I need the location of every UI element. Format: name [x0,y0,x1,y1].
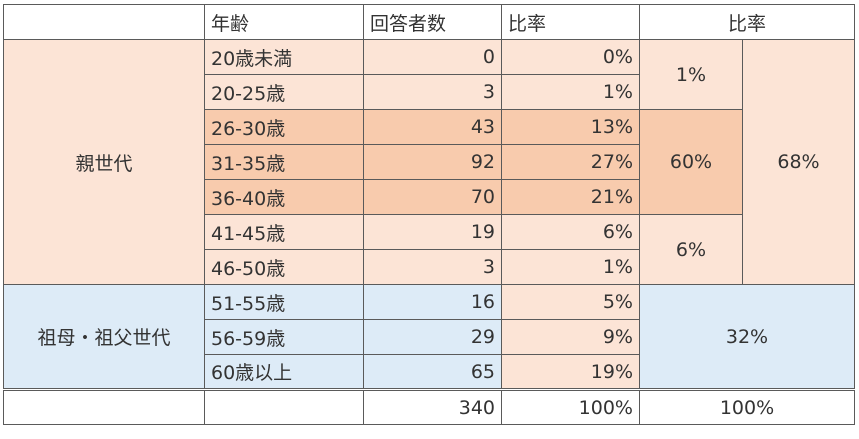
count-cell: 65 [363,354,502,390]
table-row: 26-30歳 43 13% 60% [4,109,855,215]
total-ratio: 100% [501,388,640,425]
count-cell: 43 [363,109,502,145]
table-row: 親世代 20歳未満 0 0% 1% 68% [3,39,855,285]
ratio-cell: 21% [501,179,640,215]
subgroup-ratio-peak: 60% [639,109,743,215]
age-cell: 56-59歳 [204,319,364,355]
count-cell: 70 [363,179,502,215]
age-cell: 36-40歳 [204,179,364,215]
group-ratio-parent: 68% [742,39,855,285]
ratio-cell: 19% [501,354,640,390]
age-cell: 31-35歳 [204,144,364,180]
ratio-cell: 27% [501,144,640,180]
total-label-cell [3,388,205,425]
table-row: 36-40歳 70 21% [4,179,855,215]
table-row: 20-25歳 3 1% [4,74,855,110]
age-cell: 60歳以上 [204,354,364,390]
table-row: 41-45歳 19 6% 6% [4,214,855,285]
subgroup-ratio-older: 6% [639,214,743,285]
header-group-cell [3,4,205,40]
ratio-cell: 9% [501,319,640,355]
header-row: 年齢 回答者数 比率 比率 [3,4,855,40]
age-distribution-table: 年齢 回答者数 比率 比率 親世代 20歳未満 0 0% 1% 68% 20-2… [3,4,855,425]
subgroup-ratio-young: 1% [639,39,743,110]
table-row: 祖母・祖父世代 51-55歳 16 5% 32% [3,284,855,390]
ratio-cell: 0% [501,39,640,75]
total-age-cell [204,388,364,425]
count-cell: 3 [363,74,502,110]
age-cell: 51-55歳 [204,284,364,320]
header-ratio-group: 比率 [639,4,855,40]
count-cell: 16 [363,284,502,320]
count-cell: 0 [363,39,502,75]
total-count: 340 [363,388,502,425]
header-age: 年齢 [204,4,364,40]
total-ratio-group: 100% [639,388,855,425]
group-label-parent: 親世代 [3,39,205,285]
header-count: 回答者数 [363,4,502,40]
ratio-cell: 1% [501,74,640,110]
total-row: 340 100% 100% [3,388,855,425]
group-ratio-grandparent: 32% [639,284,855,390]
ratio-cell: 6% [501,214,640,250]
ratio-cell: 1% [501,249,640,285]
header-ratio: 比率 [501,4,640,40]
age-cell: 46-50歳 [204,249,364,285]
age-cell: 26-30歳 [204,109,364,145]
table-row: 60歳以上 65 19% [4,354,855,390]
age-cell: 20歳未満 [204,39,364,75]
table-row: 31-35歳 92 27% [4,144,855,180]
count-cell: 29 [363,319,502,355]
count-cell: 92 [363,144,502,180]
ratio-cell: 5% [501,284,640,320]
age-cell: 41-45歳 [204,214,364,250]
table-row: 56-59歳 29 9% [4,319,855,355]
count-cell: 3 [363,249,502,285]
group-label-grandparent: 祖母・祖父世代 [3,284,205,390]
table-row: 46-50歳 3 1% [4,249,855,285]
age-cell: 20-25歳 [204,74,364,110]
count-cell: 19 [363,214,502,250]
ratio-cell: 13% [501,109,640,145]
